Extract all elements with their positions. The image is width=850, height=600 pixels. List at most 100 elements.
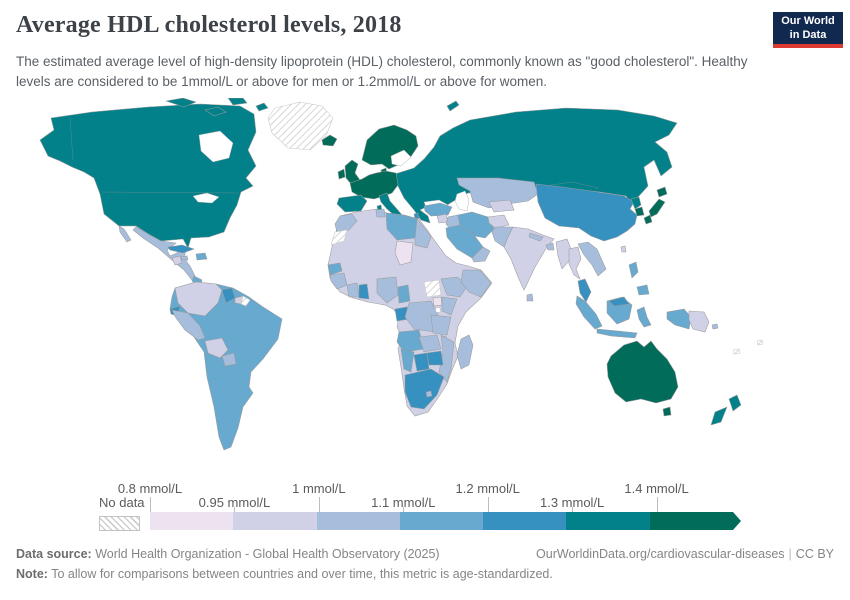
country-australia[interactable] bbox=[606, 340, 679, 404]
country-hispaniola[interactable] bbox=[195, 252, 208, 261]
country-china[interactable] bbox=[535, 183, 638, 242]
chart-footer: Data source: World Health Organization -… bbox=[16, 544, 834, 585]
country-tasmania[interactable] bbox=[662, 406, 672, 417]
country-new-guinea-west[interactable] bbox=[666, 308, 692, 330]
country-peru[interactable] bbox=[171, 309, 206, 341]
country-philippines-luzon[interactable] bbox=[628, 261, 639, 279]
legend-bin-0.8–0.95 mmol/L[interactable] bbox=[150, 512, 234, 530]
country-zimbabwe[interactable] bbox=[426, 350, 444, 366]
country-thailand[interactable] bbox=[568, 246, 582, 280]
country-uganda[interactable] bbox=[432, 296, 443, 307]
country-india[interactable] bbox=[503, 226, 555, 291]
country-arctic-island[interactable] bbox=[204, 106, 227, 117]
country-new-zealand-north[interactable] bbox=[728, 394, 742, 412]
country-french-guiana[interactable] bbox=[240, 295, 251, 307]
country-afghanistan[interactable] bbox=[487, 214, 510, 229]
country-nigeria[interactable] bbox=[376, 276, 399, 304]
country-japan-hokkaido[interactable] bbox=[656, 186, 668, 198]
country-turkey[interactable] bbox=[423, 202, 453, 217]
country-papua-new-guinea[interactable] bbox=[688, 310, 710, 333]
country-philippines-mindanao[interactable] bbox=[636, 284, 650, 296]
country-mozambique[interactable] bbox=[438, 334, 455, 383]
country-western-europe[interactable] bbox=[349, 170, 399, 200]
country-egypt[interactable] bbox=[414, 218, 432, 249]
country-cuba[interactable] bbox=[167, 244, 195, 254]
country-iberia[interactable] bbox=[336, 194, 368, 213]
country-ireland[interactable] bbox=[337, 168, 346, 180]
country-morocco[interactable] bbox=[334, 213, 358, 233]
country-guatemala[interactable] bbox=[171, 255, 183, 266]
owid-logo[interactable]: Our World in Data bbox=[773, 12, 843, 48]
country-south-sudan[interactable] bbox=[423, 279, 442, 298]
country-bolivia[interactable] bbox=[204, 337, 229, 359]
legend-no-data-swatch[interactable] bbox=[99, 516, 140, 531]
country-jamaica[interactable] bbox=[180, 255, 189, 261]
legend-bin-1.3–1.4 mmol/L[interactable] bbox=[566, 512, 650, 530]
country-greenland[interactable] bbox=[267, 101, 334, 151]
country-western-sahara[interactable] bbox=[330, 229, 348, 246]
country-baja[interactable] bbox=[118, 225, 132, 243]
country-sri-lanka[interactable] bbox=[526, 293, 534, 302]
country-japan-kyushu[interactable] bbox=[643, 214, 653, 225]
country-angola[interactable] bbox=[396, 329, 425, 353]
country-malaysia[interactable] bbox=[577, 278, 592, 303]
country-somalia[interactable] bbox=[460, 269, 492, 298]
country-south-africa[interactable] bbox=[404, 368, 445, 410]
country-borneo-malaysia[interactable] bbox=[608, 296, 630, 307]
country-new-caledonia[interactable] bbox=[732, 348, 741, 355]
country-yemen-oman[interactable] bbox=[471, 246, 491, 263]
country-iceland[interactable] bbox=[321, 134, 338, 147]
legend-bin-0.95–1 mmol/L[interactable] bbox=[233, 512, 317, 530]
country-botswana[interactable] bbox=[413, 352, 430, 372]
country-arctic-island[interactable] bbox=[165, 98, 197, 108]
owid-url-link[interactable]: OurWorldinData.org/cardiovascular-diseas… bbox=[536, 547, 785, 561]
country-colombia-venezuela[interactable] bbox=[174, 281, 223, 317]
legend-bin-1–1.1 mmol/L[interactable] bbox=[316, 512, 400, 530]
country-solomon-islands[interactable] bbox=[711, 323, 719, 330]
country-north-korea[interactable] bbox=[630, 196, 642, 210]
caspian-sea bbox=[454, 190, 470, 212]
country-ivory-coast[interactable] bbox=[346, 282, 360, 298]
country-tunisia[interactable] bbox=[375, 208, 386, 218]
alaska-canada-border bbox=[69, 117, 74, 161]
country-zambia[interactable] bbox=[418, 334, 442, 353]
country-ghana[interactable] bbox=[358, 283, 370, 300]
country-tanzania[interactable] bbox=[430, 314, 452, 336]
country-guinea[interactable] bbox=[329, 272, 348, 290]
country-kenya[interactable] bbox=[441, 296, 458, 316]
country-vietnam-laos[interactable] bbox=[577, 241, 607, 277]
country-chad[interactable] bbox=[394, 240, 414, 266]
country-new-zealand-south[interactable] bbox=[710, 406, 728, 426]
legend-color-bar[interactable] bbox=[150, 512, 741, 530]
country-united-kingdom[interactable] bbox=[344, 159, 361, 186]
country-paraguay[interactable] bbox=[221, 352, 237, 367]
legend-tick-label: 1.2 mmol/L bbox=[455, 481, 520, 496]
country-novaya-zemlya[interactable] bbox=[446, 100, 460, 112]
country-java[interactable] bbox=[596, 328, 638, 339]
legend-bin-1.1–1.2 mmol/L[interactable] bbox=[399, 512, 484, 530]
great-lakes bbox=[192, 192, 220, 204]
country-nepal[interactable] bbox=[528, 232, 544, 242]
legend-bin-1.2–1.3 mmol/L[interactable] bbox=[483, 512, 567, 530]
country-cameroon[interactable] bbox=[397, 284, 411, 304]
country-fiji[interactable] bbox=[756, 339, 764, 346]
country-usa-canada[interactable] bbox=[39, 103, 257, 249]
country-scandinavia[interactable] bbox=[361, 124, 419, 170]
country-senegal[interactable] bbox=[327, 262, 343, 276]
country-madagascar[interactable] bbox=[456, 334, 474, 370]
country-uzbekistan-turkmenistan[interactable] bbox=[488, 199, 515, 213]
country-sumatra[interactable] bbox=[575, 295, 603, 330]
country-japan-honshu[interactable] bbox=[648, 198, 666, 218]
country-namibia[interactable] bbox=[400, 348, 415, 373]
country-south-korea[interactable] bbox=[634, 206, 645, 217]
license-link[interactable]: CC BY bbox=[795, 547, 834, 561]
country-arctic-island[interactable] bbox=[255, 102, 269, 112]
country-taiwan[interactable] bbox=[620, 245, 627, 253]
country-sulawesi[interactable] bbox=[636, 306, 652, 328]
world-map[interactable] bbox=[0, 98, 850, 478]
legend-bin-≥1.4 mmol/L[interactable] bbox=[649, 512, 733, 530]
country-lesotho[interactable] bbox=[425, 390, 433, 398]
country-bangladesh[interactable] bbox=[545, 242, 555, 251]
country-arctic-island[interactable] bbox=[227, 98, 248, 106]
